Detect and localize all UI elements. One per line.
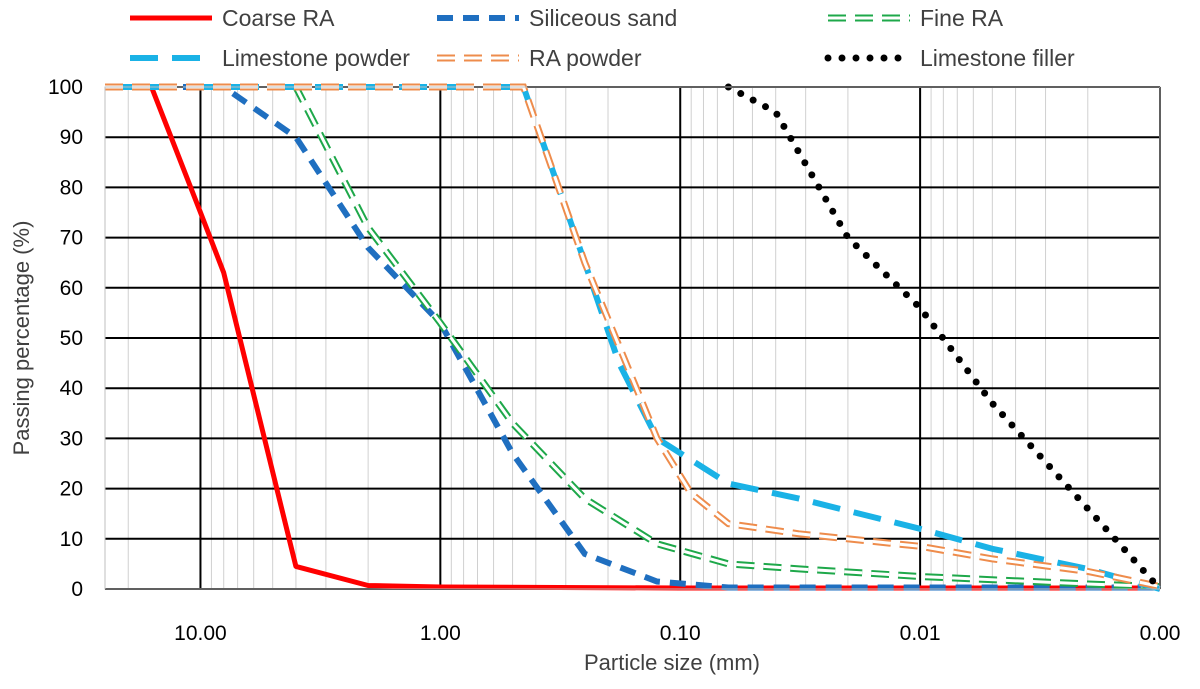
legend-item: RA powder: [437, 45, 642, 71]
legend: Coarse RA Siliceous sand Fine RA Limestone …: [130, 5, 1075, 71]
series-limestone-filler: [724, 83, 1164, 593]
series-line: [105, 85, 1161, 588]
legend-label: Limestone powder: [222, 45, 410, 71]
legend-label: RA powder: [529, 45, 642, 71]
series-coarse-ra: [149, 86, 1160, 591]
legend-label: Coarse RA: [222, 5, 335, 31]
x-tick-label: 1.00: [420, 622, 461, 645]
y-tick-label: 100: [48, 76, 83, 99]
y-tick-label: 60: [60, 277, 83, 300]
x-tick-label: 0.01: [900, 622, 941, 645]
y-tick-label: 30: [60, 427, 83, 450]
legend-item: Limestone filler: [824, 45, 1075, 71]
legend-item: Siliceous sand: [437, 5, 677, 31]
series-limestone-powder: [105, 84, 1161, 592]
series-layer: [105, 83, 1164, 593]
x-tick-labels: 10.00 1.00 0.10 0.01 0.00: [174, 622, 1180, 645]
y-tick-label: 80: [60, 176, 83, 199]
y-tick-label: 20: [60, 478, 83, 501]
y-tick-labels: 0 10 20 30 40 50 60 70 80 90 100: [48, 76, 83, 601]
plot-frame: [104, 86, 1161, 590]
series-ra-powder: [105, 83, 1161, 590]
y-tick-label: 90: [60, 126, 83, 149]
x-tick-label: 0.10: [660, 622, 701, 645]
x-tick-label: 0.00: [1140, 622, 1181, 645]
x-axis-title: Particle size (mm): [584, 650, 760, 675]
y-tick-label: 0: [71, 578, 83, 601]
y-tick-label: 40: [60, 377, 83, 400]
series-line: [105, 85, 1161, 588]
series-line: [149, 86, 1160, 591]
series-siliceous-sand: [105, 84, 1160, 591]
y-tick-label: 50: [60, 327, 83, 350]
y-tick-label: 10: [60, 528, 83, 551]
x-tick-label: 10.00: [174, 622, 227, 645]
y-axis-title: Passing percentage (%): [9, 221, 34, 456]
legend-label: Siliceous sand: [529, 5, 677, 31]
series-fine-ra: [105, 83, 1161, 590]
series-line: [105, 84, 1161, 592]
series-line: [105, 84, 1160, 591]
legend-label: Fine RA: [920, 5, 1004, 31]
legend-item: Limestone powder: [130, 45, 410, 71]
y-tick-label: 70: [60, 227, 83, 250]
legend-label: Limestone filler: [920, 45, 1075, 71]
legend-item: Fine RA: [828, 5, 1004, 31]
series-line: [724, 83, 1164, 593]
legend-item: Coarse RA: [130, 5, 335, 31]
